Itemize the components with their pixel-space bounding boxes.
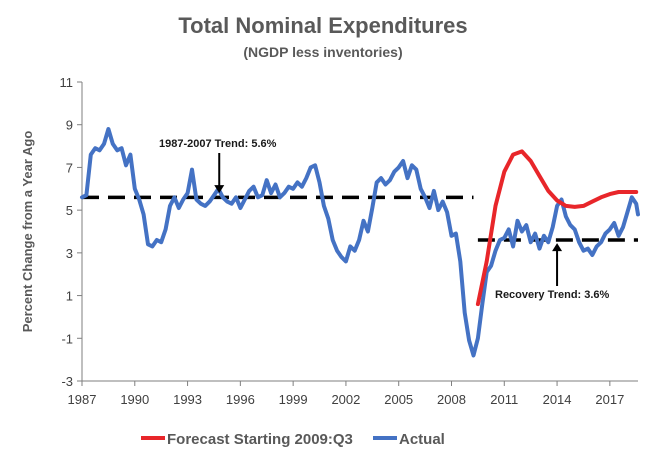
chart-subtitle: (NGDP less inventories) [243, 44, 402, 60]
chart-title: Total Nominal Expenditures [178, 13, 467, 38]
x-tick-label: 2005 [384, 392, 413, 407]
x-tick-label: 1987 [68, 392, 97, 407]
annotation-label-recovery: Recovery Trend: 3.6% [495, 289, 610, 301]
x-tick-label: 1999 [279, 392, 308, 407]
x-tick-label: 1990 [120, 392, 149, 407]
series-line-actual [80, 127, 640, 358]
legend-label-forecast: Forecast Starting 2009:Q3 [167, 431, 353, 448]
x-tick-label: 1996 [226, 392, 255, 407]
x-tick-label: 2017 [595, 392, 624, 407]
x-tick-label: 1993 [173, 392, 202, 407]
series-line-forecast [475, 149, 639, 307]
x-tick-label: 2011 [490, 392, 518, 407]
annotation-label-long-trend: 1987-2007 Trend: 5.6% [159, 138, 277, 150]
axes [77, 81, 638, 386]
y-tick-label: -1 [61, 331, 73, 346]
y-axis-label: Percent Change from a Year Ago [20, 131, 35, 333]
y-tick-label: 11 [60, 75, 74, 90]
annotation-arrowhead-long-trend [214, 185, 225, 194]
x-tick-label: 2002 [331, 392, 360, 407]
trend-lines [82, 195, 638, 242]
y-tick-label: 9 [66, 118, 73, 133]
y-tick-label: -3 [61, 374, 73, 389]
annotation-arrowhead-recovery [552, 243, 563, 252]
y-tick-label: 5 [66, 203, 73, 218]
legend-label-actual: Actual [399, 431, 445, 448]
y-tick-label: 7 [66, 160, 73, 175]
y-tick-labels: -3 -1 1 3 5 7 9 11 [60, 75, 74, 389]
series-lines [80, 127, 640, 358]
legend: Forecast Starting 2009:Q3 Actual [141, 431, 445, 448]
x-tick-labels: 1987 1990 1993 1996 1999 2002 2005 2008 2011 2014… [68, 392, 625, 407]
x-tick-label: 2008 [437, 392, 466, 407]
annotations: 1987-2007 Trend: 5.6% Recovery Trend: 3.6… [159, 138, 610, 301]
y-tick-label: 1 [66, 289, 73, 304]
x-tick-label: 2014 [543, 392, 572, 407]
y-tick-label: 3 [66, 246, 73, 261]
